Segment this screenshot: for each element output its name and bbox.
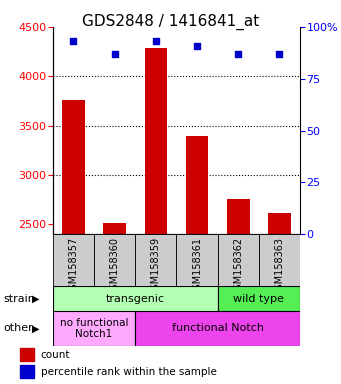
Bar xyxy=(227,199,250,234)
Text: strain: strain xyxy=(3,293,35,304)
Bar xyxy=(20,348,34,361)
Text: ▶: ▶ xyxy=(32,293,40,304)
Point xyxy=(277,51,282,57)
Bar xyxy=(103,223,126,234)
Text: transgenic: transgenic xyxy=(106,293,165,304)
Bar xyxy=(145,48,167,234)
Point xyxy=(194,43,200,49)
Bar xyxy=(268,212,291,234)
Text: wild type: wild type xyxy=(234,293,284,304)
Bar xyxy=(20,365,34,379)
Text: percentile rank within the sample: percentile rank within the sample xyxy=(41,367,217,377)
Bar xyxy=(135,311,300,346)
Bar xyxy=(53,311,135,346)
Text: GSM158361: GSM158361 xyxy=(192,237,202,296)
Bar xyxy=(94,234,135,286)
Bar xyxy=(135,234,177,286)
Point xyxy=(71,38,76,45)
Text: ▶: ▶ xyxy=(32,323,40,333)
Text: GSM158357: GSM158357 xyxy=(69,237,78,296)
Text: other: other xyxy=(3,323,33,333)
Bar xyxy=(218,286,300,311)
Bar xyxy=(218,234,259,286)
Point xyxy=(153,38,159,45)
Text: no functional
Notch1: no functional Notch1 xyxy=(60,318,128,339)
Bar xyxy=(62,100,85,234)
Text: GSM158359: GSM158359 xyxy=(151,237,161,296)
Text: GSM158362: GSM158362 xyxy=(233,237,243,296)
Bar xyxy=(53,234,94,286)
Text: count: count xyxy=(41,349,70,359)
Text: GSM158363: GSM158363 xyxy=(275,237,284,296)
Bar xyxy=(177,234,218,286)
Text: GDS2848 / 1416841_at: GDS2848 / 1416841_at xyxy=(82,13,259,30)
Text: functional Notch: functional Notch xyxy=(172,323,264,333)
Point xyxy=(236,51,241,57)
Bar xyxy=(259,234,300,286)
Bar xyxy=(53,286,218,311)
Text: GSM158360: GSM158360 xyxy=(110,237,120,296)
Bar xyxy=(186,136,208,234)
Point xyxy=(112,51,117,57)
